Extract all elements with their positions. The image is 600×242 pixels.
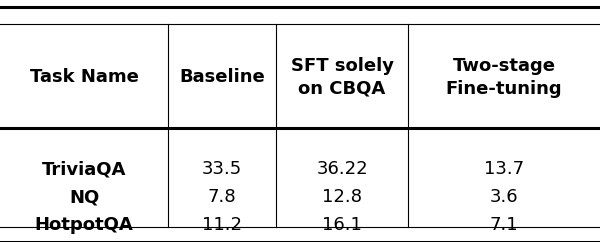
Text: HotpotQA: HotpotQA [35,216,133,234]
Text: 16.1: 16.1 [322,216,362,234]
Text: 3.6: 3.6 [490,188,518,206]
Text: NQ: NQ [69,188,99,206]
Text: 13.7: 13.7 [484,160,524,178]
Text: Task Name: Task Name [29,68,139,86]
Text: TriviaQA: TriviaQA [42,160,126,178]
Text: 36.22: 36.22 [316,160,368,178]
Text: 33.5: 33.5 [202,160,242,178]
Text: 12.8: 12.8 [322,188,362,206]
Text: Baseline: Baseline [179,68,265,86]
Text: 7.1: 7.1 [490,216,518,234]
Text: 11.2: 11.2 [202,216,242,234]
Text: 7.8: 7.8 [208,188,236,206]
Text: Two-stage
Fine-tuning: Two-stage Fine-tuning [446,57,562,98]
Text: SFT solely
on CBQA: SFT solely on CBQA [290,57,394,98]
